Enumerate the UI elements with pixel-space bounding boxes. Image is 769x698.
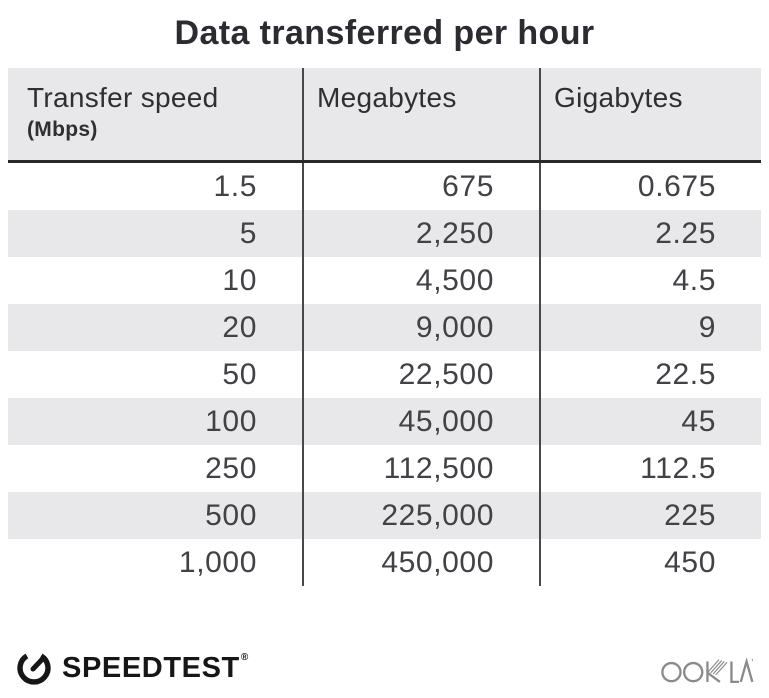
- table-row: 1,000 450,000 450: [8, 539, 761, 586]
- cell-megabytes: 22,500: [302, 351, 539, 398]
- table-header-row: Transfer speed (Mbps) Megabytes Gigabyte…: [8, 68, 761, 163]
- cell-speed: 10: [222, 263, 257, 297]
- cell-megabytes: 45,000: [302, 398, 539, 445]
- header-megabytes: Megabytes: [302, 68, 539, 160]
- table-row: 250 112,500 112.5: [8, 445, 761, 492]
- cell-speed: 5: [239, 216, 257, 250]
- table-row: 10 4,500 4.5: [8, 257, 761, 304]
- cell-gigabytes: 450: [539, 539, 761, 586]
- table-row: 1.5 675 0.675: [8, 163, 761, 210]
- cell-gigabytes: 9: [539, 304, 761, 351]
- ookla-wordmark-icon: [659, 657, 755, 689]
- cell-gigabytes: 0.675: [539, 163, 761, 210]
- header-mbps-unit: (Mbps): [27, 118, 98, 141]
- data-table: Transfer speed (Mbps) Megabytes Gigabyte…: [8, 68, 761, 586]
- footer: SPEEDTEST ®: [0, 642, 769, 698]
- table-body: 1.5 675 0.675 5 2,250 2.25 10 4,500 4.5 …: [8, 163, 761, 586]
- cell-speed: 100: [205, 404, 257, 438]
- cell-megabytes: 675: [302, 163, 539, 210]
- registered-trademark-icon: ®: [240, 652, 249, 663]
- cell-speed: 250: [205, 451, 257, 485]
- speedtest-gauge-icon: [14, 646, 54, 691]
- cell-megabytes: 4,500: [302, 257, 539, 304]
- header-gigabytes: Gigabytes: [539, 68, 761, 160]
- cell-speed: 1,000: [178, 545, 257, 579]
- cell-gigabytes: 112.5: [539, 445, 761, 492]
- cell-megabytes: 225,000: [302, 492, 539, 539]
- header-transfer-speed: Transfer speed (Mbps): [8, 68, 302, 160]
- table-row: 5 2,250 2.25: [8, 210, 761, 257]
- cell-megabytes: 2,250: [302, 210, 539, 257]
- header-transfer-speed-label: Transfer speed: [27, 82, 219, 113]
- cell-megabytes: 112,500: [302, 445, 539, 492]
- header-megabytes-label: Megabytes: [317, 82, 457, 113]
- table-row: 500 225,000 225: [8, 492, 761, 539]
- header-gigabytes-label: Gigabytes: [554, 82, 683, 113]
- cell-gigabytes: 4.5: [539, 257, 761, 304]
- cell-gigabytes: 225: [539, 492, 761, 539]
- table-row: 100 45,000 45: [8, 398, 761, 445]
- cell-gigabytes: 2.25: [539, 210, 761, 257]
- table-row: 20 9,000 9: [8, 304, 761, 351]
- cell-gigabytes: 45: [539, 398, 761, 445]
- cell-speed: 500: [205, 498, 257, 532]
- cell-speed: 50: [222, 357, 257, 391]
- cell-megabytes: 9,000: [302, 304, 539, 351]
- cell-speed: 1.5: [213, 169, 257, 203]
- page-title: Data transferred per hour: [174, 14, 595, 52]
- table-row: 50 22,500 22.5: [8, 351, 761, 398]
- speedtest-wordmark: SPEEDTEST: [62, 652, 240, 684]
- cell-speed: 20: [222, 310, 257, 344]
- cell-gigabytes: 22.5: [539, 351, 761, 398]
- cell-megabytes: 450,000: [302, 539, 539, 586]
- ookla-logo: [659, 653, 755, 690]
- speedtest-logo: SPEEDTEST ®: [14, 646, 249, 691]
